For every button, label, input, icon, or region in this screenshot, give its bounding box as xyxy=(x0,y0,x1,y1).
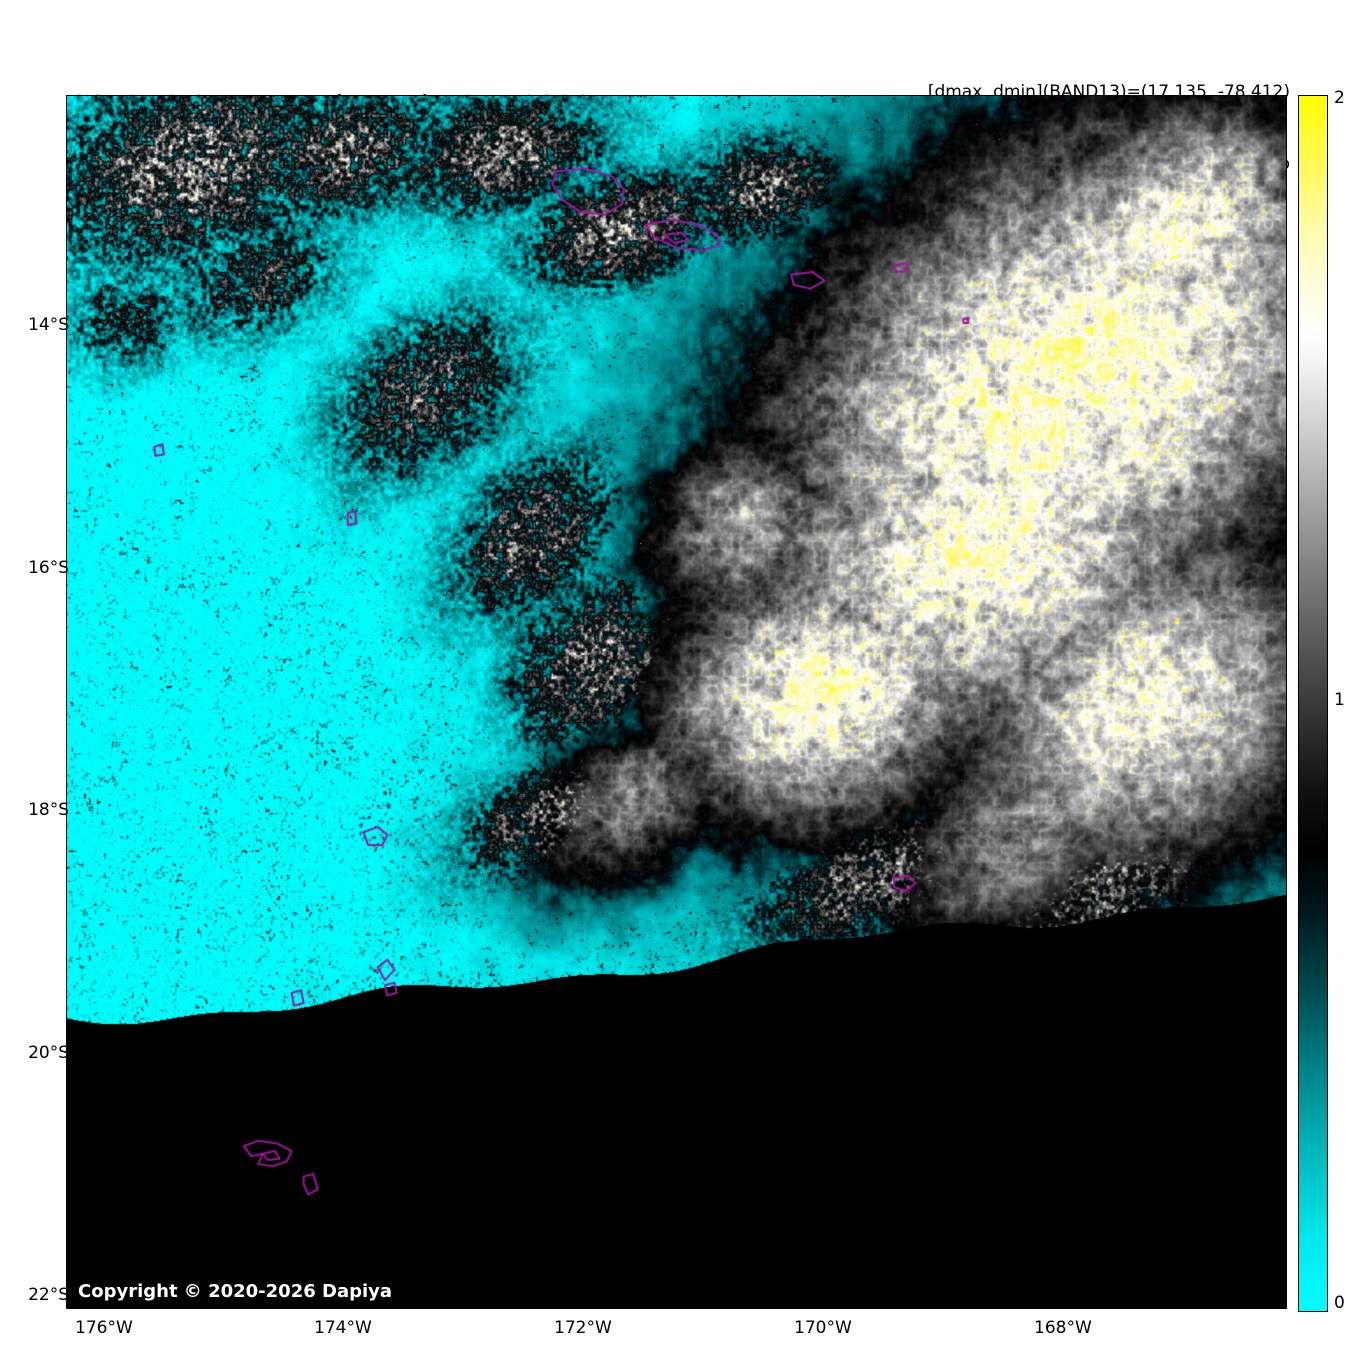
xtick-label-174w: 174°W xyxy=(314,1318,372,1338)
xtick-label-176w: 176°W xyxy=(75,1318,133,1338)
ytick-label-16s: 16°S xyxy=(28,558,69,578)
xtick-label-168w: 168°W xyxy=(1034,1318,1092,1338)
satellite-image-plot xyxy=(66,95,1287,1309)
colorbar xyxy=(1298,95,1328,1312)
colorbar-tick-2: 2 xyxy=(1334,88,1345,108)
xtick-label-172w: 172°W xyxy=(554,1318,612,1338)
colorbar-tick-0: 0 xyxy=(1334,1293,1345,1313)
ytick-label-18s: 18°S xyxy=(28,800,69,820)
copyright-label: Copyright © 2020-2026 Dapiya xyxy=(78,1281,393,1302)
ytick-label-22s: 22°S xyxy=(28,1285,69,1305)
ytick-label-20s: 20°S xyxy=(28,1043,69,1063)
satellite-imagery-canvas xyxy=(67,96,1286,1308)
colorbar-tick-1: 1 xyxy=(1334,690,1345,710)
xtick-label-170w: 170°W xyxy=(794,1318,852,1338)
ytick-label-14s: 14°S xyxy=(28,315,69,335)
